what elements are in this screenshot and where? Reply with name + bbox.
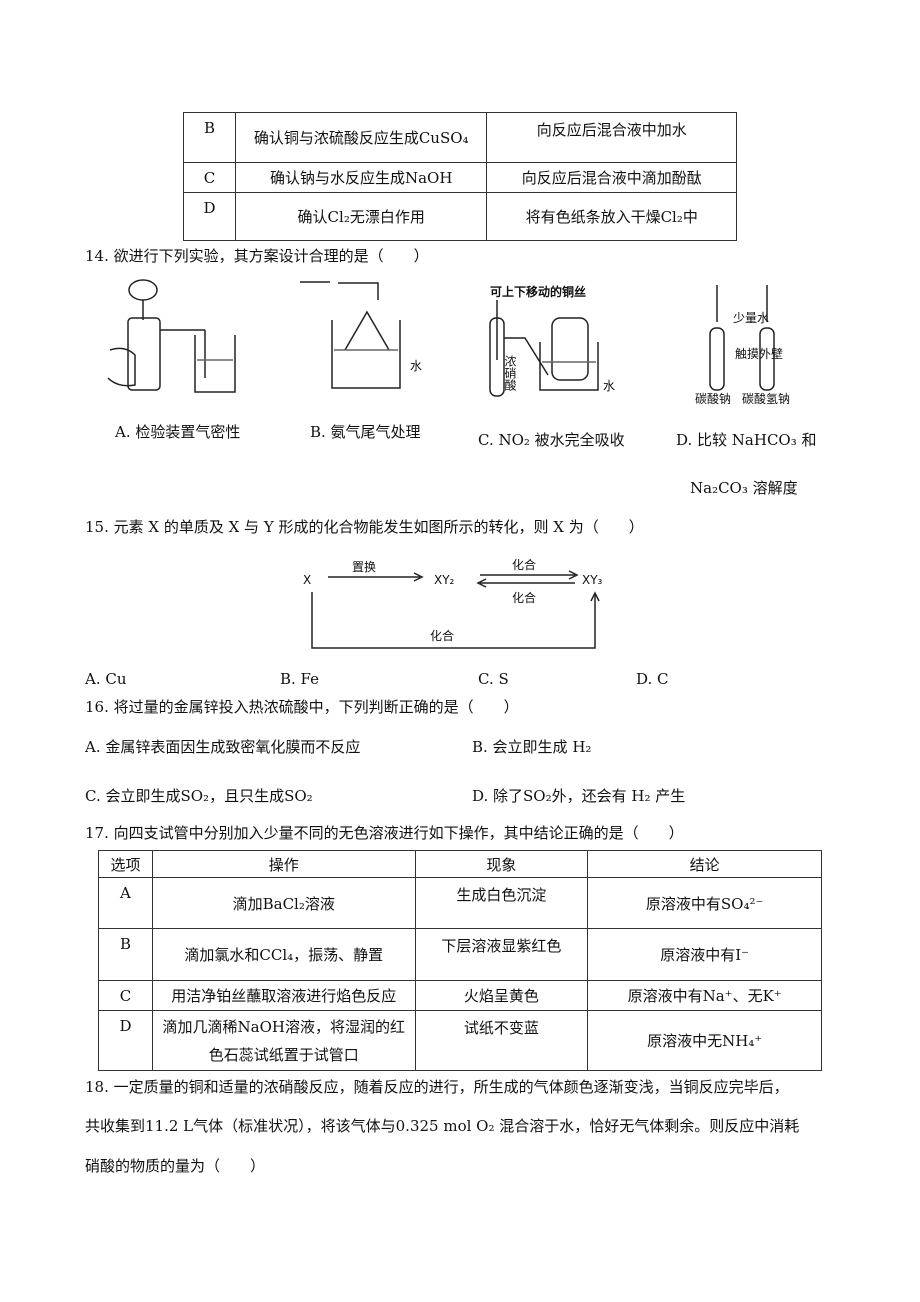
figure-label: 可上下移动的铜丝 (490, 284, 586, 299)
figure-label: 浓硝酸 (503, 355, 517, 391)
diagram-edge: 置换 (352, 560, 376, 574)
diagram-edge: 化合 (430, 628, 454, 643)
cell: 滴加氯水和CCl₄，振荡、静置 (151, 928, 416, 981)
header-cell: 结论 (587, 850, 822, 878)
cell: A (98, 877, 153, 929)
question-line: 硝酸的物质的量为（ ） (85, 1157, 266, 1175)
figure-label: 碳酸氢钠 (742, 391, 790, 406)
figure-label: 水 (603, 379, 615, 393)
option: A. Cu (85, 670, 127, 688)
cell: D (98, 1010, 153, 1071)
cell: 确认钠与水反应生成NaOH (234, 162, 488, 193)
diagram-node: XY₃ (582, 573, 603, 587)
option: Na₂CO₃ 溶解度 (690, 479, 798, 497)
cell: 将有色纸条放入干燥Cl₂中 (486, 192, 737, 241)
figures: 水 可上下移动的铜丝 浓硝酸 水 少量水 触摸外壁 碳酸钠 碳酸氢钠 X XY₂… (107, 279, 790, 649)
figure-label: 少量水 (733, 311, 769, 325)
cell: 火焰呈黄色 (414, 980, 589, 1011)
question-line: 18. 一定质量的铜和适量的浓硝酸反应，随着反应的进行，所生成的气体颜色逐渐变浅… (85, 1078, 789, 1096)
option: C. S (478, 670, 509, 688)
question-stem: 16. 将过量的金属锌投入热浓硫酸中，下列判断正确的是（ ） (85, 698, 519, 716)
cell: 滴加BaCl₂溶液 (151, 877, 416, 929)
question-stem: 14. 欲进行下列实验，其方案设计合理的是（ ） (85, 247, 429, 265)
diagram-node: X (303, 573, 311, 587)
cell: 向反应后混合液中滴加酚酞 (486, 162, 737, 193)
cell: 用洁净铂丝蘸取溶液进行焰色反应 (151, 980, 416, 1011)
cell: D (183, 192, 236, 241)
cell: 滴加几滴稀NaOH溶液，将湿润的红色石蕊试纸置于试管口 (151, 1010, 416, 1071)
diagram-node: XY₂ (434, 573, 455, 587)
option: B. Fe (280, 670, 320, 688)
cell: 原溶液中有SO₄²⁻ (587, 877, 822, 929)
option: D. 比较 NaHCO₃ 和 (676, 431, 817, 449)
cell: 生成白色沉淀 (414, 877, 589, 929)
option: D. C (636, 670, 669, 688)
figure-label: 触摸外壁 (735, 346, 783, 361)
option: B. 会立即生成 H₂ (472, 738, 592, 756)
option: B. 氨气尾气处理 (310, 423, 421, 441)
table-top: B 确认铜与浓硫酸反应生成CuSO₄ 向反应后混合液中加水 C 确认钠与水反应生成Na… (183, 112, 737, 241)
cell: 下层溶液显紫红色 (414, 928, 589, 981)
option: A. 检验装置气密性 (115, 423, 241, 441)
header-cell: 操作 (151, 850, 416, 878)
cell: C (98, 980, 153, 1011)
option: A. 金属锌表面因生成致密氧化膜而不反应 (85, 738, 361, 756)
option: C. NO₂ 被水完全吸收 (478, 431, 625, 449)
cell: B (98, 928, 153, 981)
figure-label: 碳酸钠 (695, 391, 731, 406)
header-cell: 选项 (98, 850, 153, 878)
question-stem: 17. 向四支试管中分别加入少量不同的无色溶液进行如下操作，其中结论正确的是（ … (85, 824, 684, 842)
question-line: 共收集到11.2 L气体（标准状况），将该气体与0.325 mol O₂ 混合溶… (85, 1117, 800, 1135)
cell: 原溶液中有Na⁺、无K⁺ (587, 980, 822, 1011)
diagram-edge: 化合 (512, 590, 536, 605)
cell: 确认Cl₂无漂白作用 (234, 192, 488, 241)
diagram-edge: 化合 (512, 557, 536, 572)
figure-label: 水 (410, 359, 422, 373)
table-q17: 选项 操作 现象 结论 A 滴加BaCl₂溶液 生成白色沉淀 原溶液中有SO₄²⁻ B 滴加氯… (98, 850, 822, 1071)
cell: 向反应后混合液中加水 (486, 112, 737, 163)
option: D. 除了SO₂外，还会有 H₂ 产生 (472, 787, 686, 805)
option: C. 会立即生成SO₂，且只生成SO₂ (85, 787, 313, 805)
cell: 原溶液中有I⁻ (587, 928, 822, 981)
question-stem: 15. 元素 X 的单质及 X 与 Y 形成的化合物能发生如图所示的转化，则 X… (85, 518, 644, 536)
cell: B (183, 112, 236, 163)
cell: 试纸不变蓝 (414, 1010, 589, 1071)
header-cell: 现象 (414, 850, 589, 878)
cell: 原溶液中无NH₄⁺ (587, 1010, 822, 1071)
